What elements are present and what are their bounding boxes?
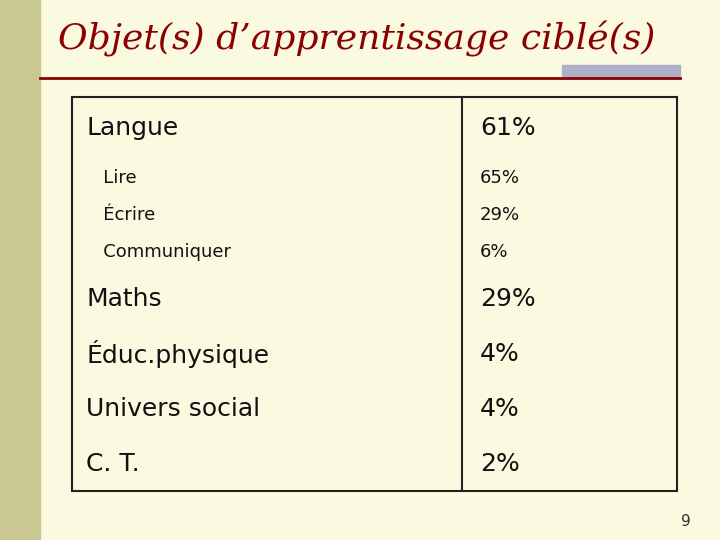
Text: Communiquer: Communiquer xyxy=(86,244,231,261)
Text: Langue: Langue xyxy=(86,116,179,140)
Bar xyxy=(72,97,677,491)
Text: 29%: 29% xyxy=(480,287,536,310)
Text: Écrire: Écrire xyxy=(86,206,156,224)
Text: 2%: 2% xyxy=(480,452,520,476)
Text: Maths: Maths xyxy=(86,287,162,310)
Text: Lire: Lire xyxy=(86,168,137,187)
Text: 4%: 4% xyxy=(480,342,520,366)
Bar xyxy=(562,65,680,78)
Text: Éduc.physique: Éduc.physique xyxy=(86,340,269,368)
Text: 61%: 61% xyxy=(480,116,536,140)
Text: 6%: 6% xyxy=(480,244,508,261)
Bar xyxy=(0,0,40,540)
Text: 4%: 4% xyxy=(480,397,520,421)
Text: Objet(s) d’apprentissage ciblé(s): Objet(s) d’apprentissage ciblé(s) xyxy=(58,21,655,57)
Text: C. T.: C. T. xyxy=(86,452,140,476)
Text: Univers social: Univers social xyxy=(86,397,261,421)
Text: 65%: 65% xyxy=(480,168,520,187)
Text: 9: 9 xyxy=(681,514,691,529)
Text: 29%: 29% xyxy=(480,206,521,224)
